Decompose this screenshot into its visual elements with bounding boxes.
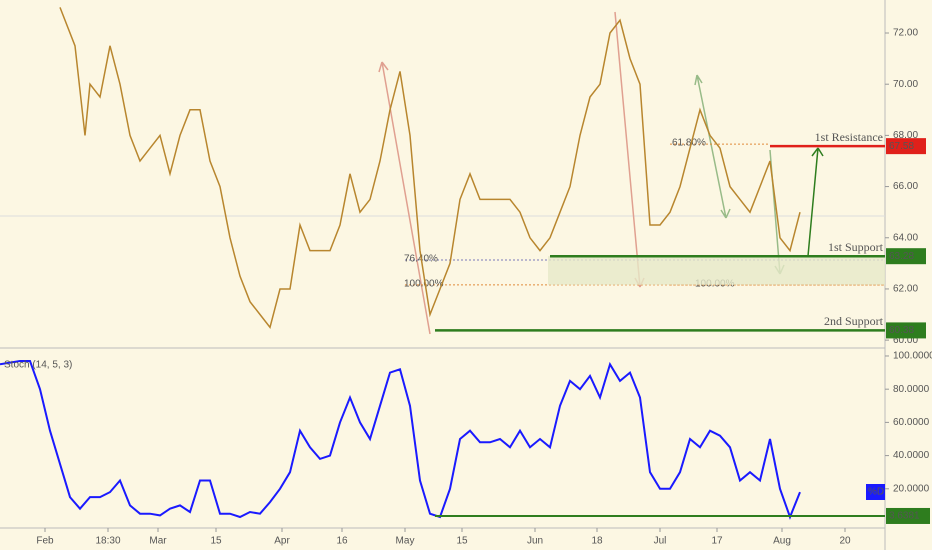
- fib-label: 100.00%: [404, 278, 444, 289]
- x-tick-label: 15: [456, 536, 468, 547]
- x-tick-label: 18:30: [95, 536, 120, 547]
- level-price-box: [886, 322, 926, 339]
- y-tick-label: 60.00: [893, 335, 918, 346]
- level-label: 1st Resistance: [815, 130, 883, 144]
- line: [59, 7, 801, 329]
- x-tick-label: Jun: [527, 536, 543, 547]
- y-tick-label: 80.0000: [893, 384, 930, 395]
- last-value-box: [886, 507, 930, 524]
- level-price-box: [886, 138, 926, 155]
- support-zone: [548, 256, 885, 285]
- y-tick-label: 66.00: [893, 181, 918, 192]
- x-tick-label: 20: [839, 536, 851, 547]
- x-tick-label: 15: [210, 536, 222, 547]
- x-tick-label: May: [396, 536, 415, 547]
- indicator-title: Stoch (14, 5, 3): [4, 360, 72, 371]
- arrow: [694, 74, 731, 219]
- legend-label: %D: [868, 487, 884, 498]
- y-tick-label: 100.0000: [893, 351, 932, 362]
- x-tick-label: Jul: [654, 536, 667, 547]
- x-tick-label: Mar: [149, 536, 167, 547]
- arrow: [807, 147, 824, 257]
- line: [0, 360, 801, 520]
- legend-box: [866, 484, 885, 500]
- x-tick-label: 18: [591, 536, 603, 547]
- level-price: 67.58: [889, 141, 914, 152]
- y-tick-label: 64.00: [893, 232, 918, 243]
- y-tick-label: 62.00: [893, 284, 918, 295]
- y-tick-label: 60.0000: [893, 417, 930, 428]
- level-label: 1st Support: [828, 240, 884, 254]
- x-tick-label: 16: [336, 536, 348, 547]
- level-label: 2nd Support: [824, 314, 884, 328]
- y-tick-label: 68.00: [893, 130, 918, 141]
- x-tick-label: Aug: [773, 536, 791, 547]
- fib-label: 61.80%: [672, 138, 706, 149]
- level-price: 60.38: [889, 325, 914, 336]
- x-tick-label: Apr: [274, 536, 290, 547]
- x-tick-label: Feb: [36, 536, 54, 547]
- level-price: 63.28: [889, 251, 914, 262]
- x-tick-label: 17: [711, 536, 723, 547]
- level-price-box: [886, 248, 926, 265]
- y-tick-label: 72.00: [893, 28, 918, 39]
- last-value: 3.6381: [889, 511, 920, 522]
- y-tick-label: 70.00: [893, 79, 918, 90]
- y-tick-label: 20.0000: [893, 483, 930, 494]
- y-tick-label: 40.0000: [893, 450, 930, 461]
